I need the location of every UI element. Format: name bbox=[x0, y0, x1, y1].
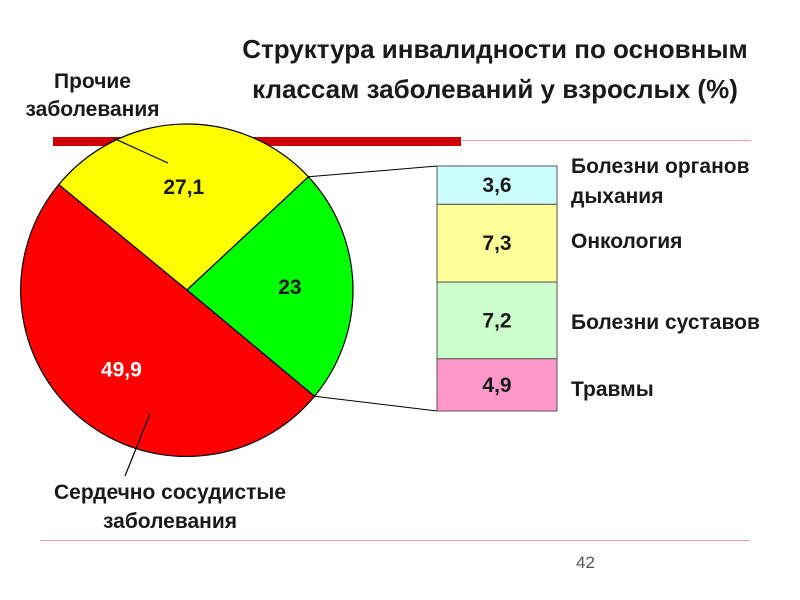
label-respiratory-line-2: дыхания bbox=[571, 185, 664, 208]
chart-title-line-1: Структура инвалидности по основным bbox=[242, 34, 748, 64]
bar-value-label-0: 3,6 bbox=[482, 174, 511, 197]
page-number: 42 bbox=[576, 553, 595, 572]
chart-title-line-2: классам заболеваний у взрослых (%) bbox=[252, 74, 738, 104]
connector-lines bbox=[308, 165, 438, 412]
label-trauma: Травмы bbox=[571, 378, 654, 401]
label-oncology: Онкология bbox=[571, 230, 683, 253]
bottom-rule bbox=[40, 540, 750, 541]
pie-value-label-2: 23 bbox=[278, 276, 301, 299]
leader-lines bbox=[112, 137, 169, 477]
bar-value-label-3: 4,9 bbox=[482, 374, 511, 397]
bar-segment-3 bbox=[436, 358, 558, 412]
pie-slice-0 bbox=[20, 183, 316, 457]
pie-value-label-1: 27,1 bbox=[163, 176, 204, 199]
leader-cardio bbox=[124, 413, 151, 477]
label-other-line-1: Прочие bbox=[53, 70, 131, 93]
leader-other bbox=[112, 137, 169, 164]
label-joints: Болезни суставов bbox=[571, 311, 760, 334]
top-rule bbox=[461, 140, 751, 141]
connector-top bbox=[308, 165, 438, 178]
label-other-line-2: заболевания bbox=[25, 98, 160, 121]
bar-value-label-2: 7,2 bbox=[482, 310, 511, 333]
bar-value-label-1: 7,3 bbox=[482, 232, 511, 255]
pie-value-label-0: 49,9 bbox=[101, 358, 142, 381]
connector-bottom bbox=[314, 395, 438, 412]
label-respiratory-line-1: Болезни органов bbox=[571, 155, 750, 178]
pie-chart: 49,9 27,1 23 bbox=[20, 123, 354, 457]
stacked-bar: 3,6 7,3 7,2 4,9 bbox=[436, 165, 558, 412]
label-cardio-line-1: Сердечно сосудистые bbox=[53, 481, 287, 504]
pie-slice-2 bbox=[186, 175, 354, 398]
label-cardio-line-2: заболевания bbox=[102, 510, 238, 533]
pie-slice-1 bbox=[57, 123, 310, 291]
